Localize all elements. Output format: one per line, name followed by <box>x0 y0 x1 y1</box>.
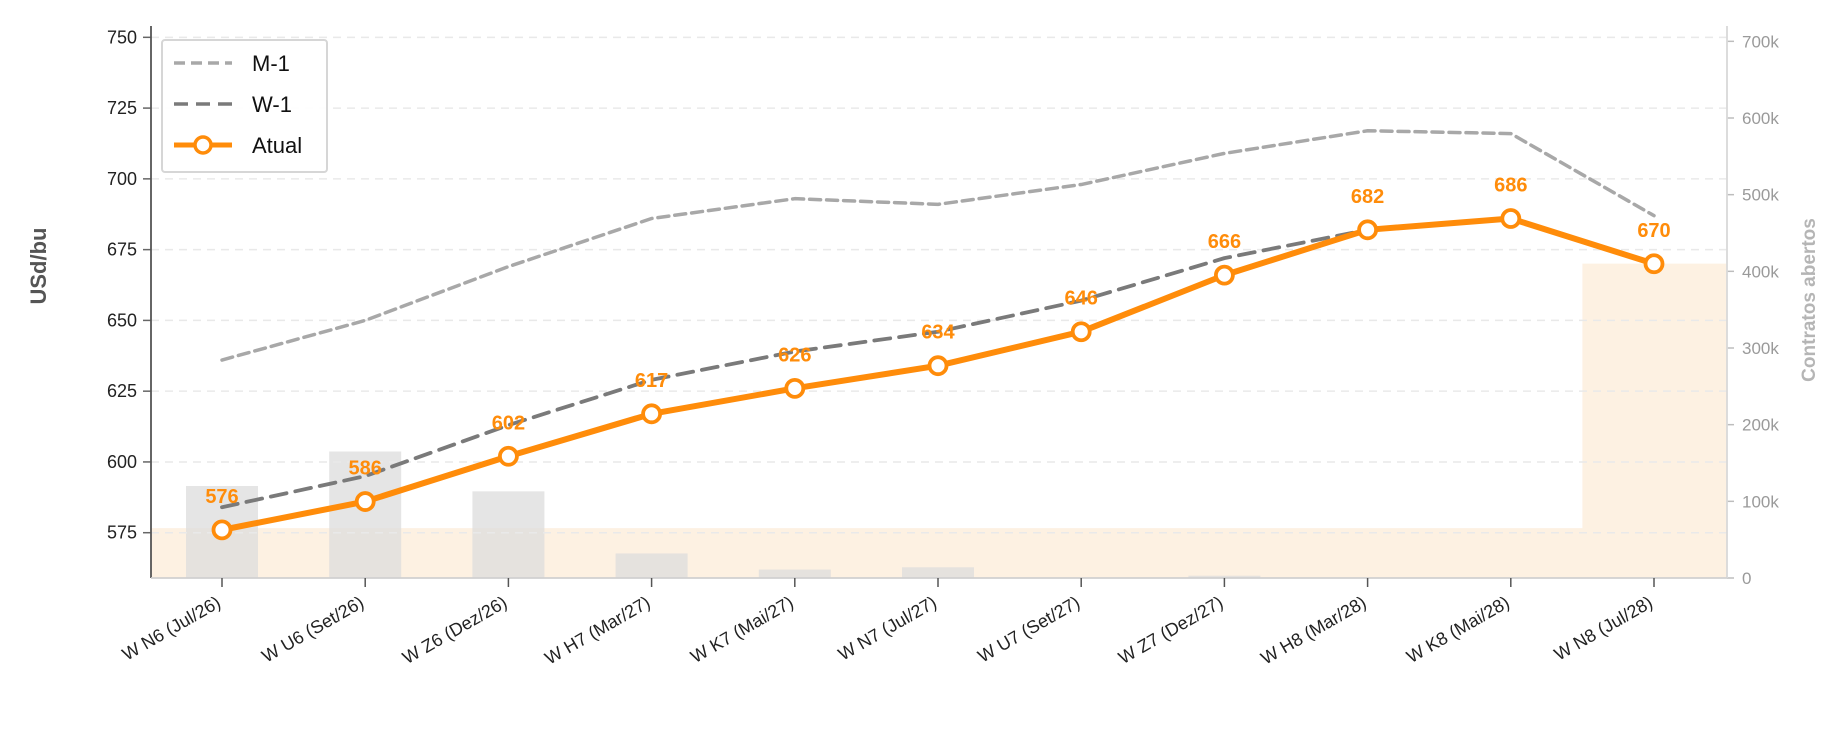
x-tick-label: W K7 (Mai/27) <box>687 592 797 667</box>
y-tick-label: 625 <box>107 381 137 401</box>
data-label: 626 <box>778 344 811 366</box>
open-interest-bar <box>329 451 402 578</box>
y-tick-label: 650 <box>107 310 137 330</box>
data-point-atual <box>927 355 949 377</box>
grid-layer <box>151 36 1727 534</box>
legend-label-w1: W-1 <box>252 92 292 117</box>
data-label: 602 <box>492 412 525 434</box>
data-label: 686 <box>1494 174 1527 196</box>
legend-label-atual: Atual <box>252 133 302 158</box>
y-right-tick-label: 200k <box>1742 416 1779 435</box>
y-tick-label: 675 <box>107 240 137 260</box>
x-tick-label: W Z6 (Dez/26) <box>399 592 510 668</box>
data-point-atual <box>1214 264 1235 286</box>
x-tick-label: W N7 (Jul/27) <box>835 592 940 664</box>
legend: M-1 W-1 Atual <box>161 39 328 173</box>
data-label: 666 <box>1208 231 1241 253</box>
data-point-atual <box>354 491 376 512</box>
y-right-tick-label: 600k <box>1742 109 1779 128</box>
x-tick-label: W K8 (Mai/28) <box>1403 592 1513 667</box>
x-tick-label: W U7 (Set/27) <box>974 592 1083 666</box>
y-right-tick-label: 400k <box>1742 262 1779 281</box>
area-layer <box>151 263 1727 578</box>
open-interest-bar <box>758 569 831 578</box>
y-tick-label: 700 <box>107 169 137 189</box>
data-label: 670 <box>1637 220 1670 242</box>
data-point-atual <box>1643 253 1665 275</box>
y-right-tick-label: 300k <box>1742 339 1779 358</box>
data-point-atual <box>1500 208 1522 229</box>
y-axis-title: USd/bu <box>26 228 51 305</box>
data-point-atual <box>1357 219 1378 241</box>
legend-item-atual: Atual <box>174 133 302 158</box>
y-right-tick-label: 100k <box>1742 492 1779 511</box>
x-tick-label: W H8 (Mar/28) <box>1257 592 1369 668</box>
x-tick-label: W N6 (Jul/26) <box>119 592 224 664</box>
x-tick-label: W Z7 (Dez/27) <box>1115 592 1226 668</box>
data-point-atual <box>784 377 806 399</box>
legend-marker-atual <box>193 135 213 155</box>
series-line-w1 <box>220 227 1370 510</box>
y-tick-label: 575 <box>107 523 137 543</box>
legend-item-w1: W-1 <box>174 92 292 117</box>
data-label: 646 <box>1065 288 1098 310</box>
open-interest-area <box>151 263 1727 578</box>
y-right-tick-label: 0 <box>1742 569 1751 588</box>
data-point-atual <box>497 445 519 467</box>
y-tick-label: 750 <box>107 27 137 47</box>
data-label: 576 <box>205 486 238 508</box>
y-axis-right-title: Contratos abertos <box>1799 218 1820 382</box>
open-interest-bar <box>1188 575 1261 578</box>
x-tick-label: W U6 (Set/26) <box>258 592 367 666</box>
label-layer: 576 586 602 617 626 634 646 666 682 686 670 <box>205 174 1670 507</box>
x-tick-label: W H7 (Mar/27) <box>541 592 653 668</box>
data-label: 617 <box>635 370 668 392</box>
open-interest-bar <box>472 491 545 578</box>
open-interest-bar <box>615 553 688 578</box>
data-label: 586 <box>349 458 382 480</box>
open-interest-bar <box>902 567 974 578</box>
y-right-tick-label: 500k <box>1742 186 1779 205</box>
series-line-m1 <box>220 128 1656 362</box>
data-label: 682 <box>1351 186 1384 208</box>
legend-label-m1: M-1 <box>252 51 290 76</box>
data-label: 634 <box>921 322 955 344</box>
y-tick-label: 600 <box>107 452 137 472</box>
legend-box <box>161 39 328 173</box>
data-point-atual <box>1070 321 1092 343</box>
data-point-atual <box>211 519 233 541</box>
y-right-tick-label: 700k <box>1742 32 1779 51</box>
y-tick-label: 725 <box>107 98 137 118</box>
series-layer <box>211 128 1665 541</box>
x-tick-label: W N8 (Jul/28) <box>1551 592 1656 664</box>
legend-item-m1: M-1 <box>174 51 290 76</box>
data-point-atual <box>641 403 662 425</box>
